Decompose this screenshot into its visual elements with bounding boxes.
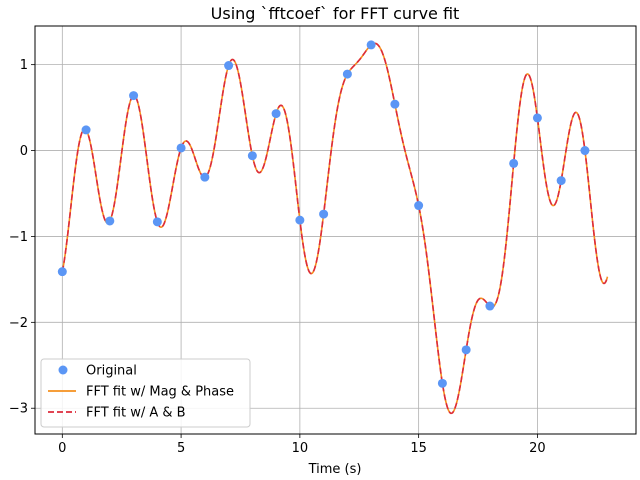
data-point [81,125,91,135]
chart-title: Using `fftcoef` for FFT curve fit [211,4,460,23]
data-point [437,378,447,388]
x-tick-label: 20 [529,441,546,456]
data-point [556,176,566,186]
legend: Original FFT fit w/ Mag & Phase FFT fit … [40,358,251,428]
data-point [509,158,519,168]
x-tick-label: 5 [177,441,185,456]
data-point [57,267,67,277]
data-point [342,69,352,79]
data-point [224,61,234,71]
legend-label-a-b: FFT fit w/ A & B [86,406,186,421]
data-point [295,215,305,225]
x-tick-label: 0 [58,441,66,456]
plot-frame [34,25,637,435]
data-point [485,301,495,311]
data-point [390,99,400,109]
y-axis-ticks: −3 −2 −1 0 1 [9,58,35,417]
data-point [129,91,139,101]
x-tick-label: 10 [292,441,309,456]
data-point [105,216,115,226]
grid-lines [35,26,636,434]
data-point [532,113,542,123]
data-point [152,217,162,227]
data-point [200,172,210,182]
y-tick-label: −1 [9,230,28,245]
x-axis-ticks: 0 5 10 15 20 [58,434,546,456]
data-point [319,209,329,219]
y-tick-label: 0 [20,144,28,159]
x-axis-label: Time (s) [308,462,362,477]
fit-lines [61,42,609,415]
data-point [461,345,471,355]
fit-line-a-b [61,42,609,415]
legend-box [40,358,251,428]
legend-marker-original [58,365,68,375]
data-point [414,201,424,211]
data-point [271,109,281,119]
y-tick-label: −2 [9,316,28,331]
data-point [247,151,257,161]
legend-label-mag-phase: FFT fit w/ Mag & Phase [86,385,234,400]
y-tick-label: 1 [20,58,28,73]
y-tick-label: −3 [9,402,28,417]
legend-label-original: Original [86,364,137,379]
data-point [366,40,376,50]
data-point [580,146,590,156]
data-point [176,143,186,153]
x-tick-label: 15 [410,441,427,456]
original-points [57,40,590,388]
